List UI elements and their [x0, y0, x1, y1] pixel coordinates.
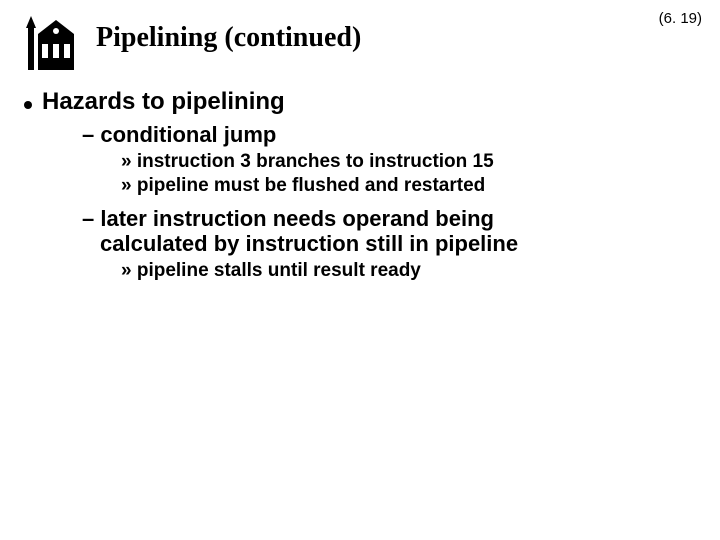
bullet-level2: – conditional jump [82, 122, 700, 147]
bullet-level3-group: » pipeline stalls until result ready [118, 259, 700, 283]
bullet-level2: – later instruction needs operand being … [82, 206, 700, 257]
bullet-level1-text: Hazards to pipelining [42, 88, 285, 116]
lvl2-label-line1: – later instruction needs operand being [82, 206, 494, 231]
bullet-level2-text-cont: calculated by instruction still in pipel… [100, 231, 700, 256]
lvl2-label-line2: calculated by instruction still in pipel… [100, 231, 518, 256]
bullet-level3-text: » pipeline stalls until result ready [118, 259, 700, 283]
lvl3-item: » pipeline must be flushed and restarted [121, 175, 485, 196]
bullet-level3-group: » instruction 3 branches to instruction … [118, 150, 700, 198]
header: Pipelining (continued) [20, 16, 700, 72]
church-logo-icon [20, 16, 82, 72]
lvl3-item: » instruction 3 branches to instruction … [121, 151, 494, 172]
slide-title: Pipelining (continued) [96, 22, 361, 54]
bullet-level3-text: » pipeline must be flushed and restarted [118, 174, 700, 198]
bullet-level3-text: » instruction 3 branches to instruction … [118, 150, 700, 174]
bullet-level1: Hazards to pipelining [24, 88, 700, 116]
bullet-level2-text: – conditional jump [82, 122, 700, 147]
lvl3-item: » pipeline stalls until result ready [121, 260, 421, 281]
bullet-dot-icon [24, 101, 32, 109]
bullet-level2-text: – later instruction needs operand being [82, 206, 700, 231]
slide: (6. 19) Pipelining (continued) [0, 0, 720, 540]
page-number: (6. 19) [659, 10, 702, 27]
slide-content: Hazards to pipelining – conditional jump… [20, 88, 700, 283]
lvl2-label: – conditional jump [82, 122, 276, 147]
